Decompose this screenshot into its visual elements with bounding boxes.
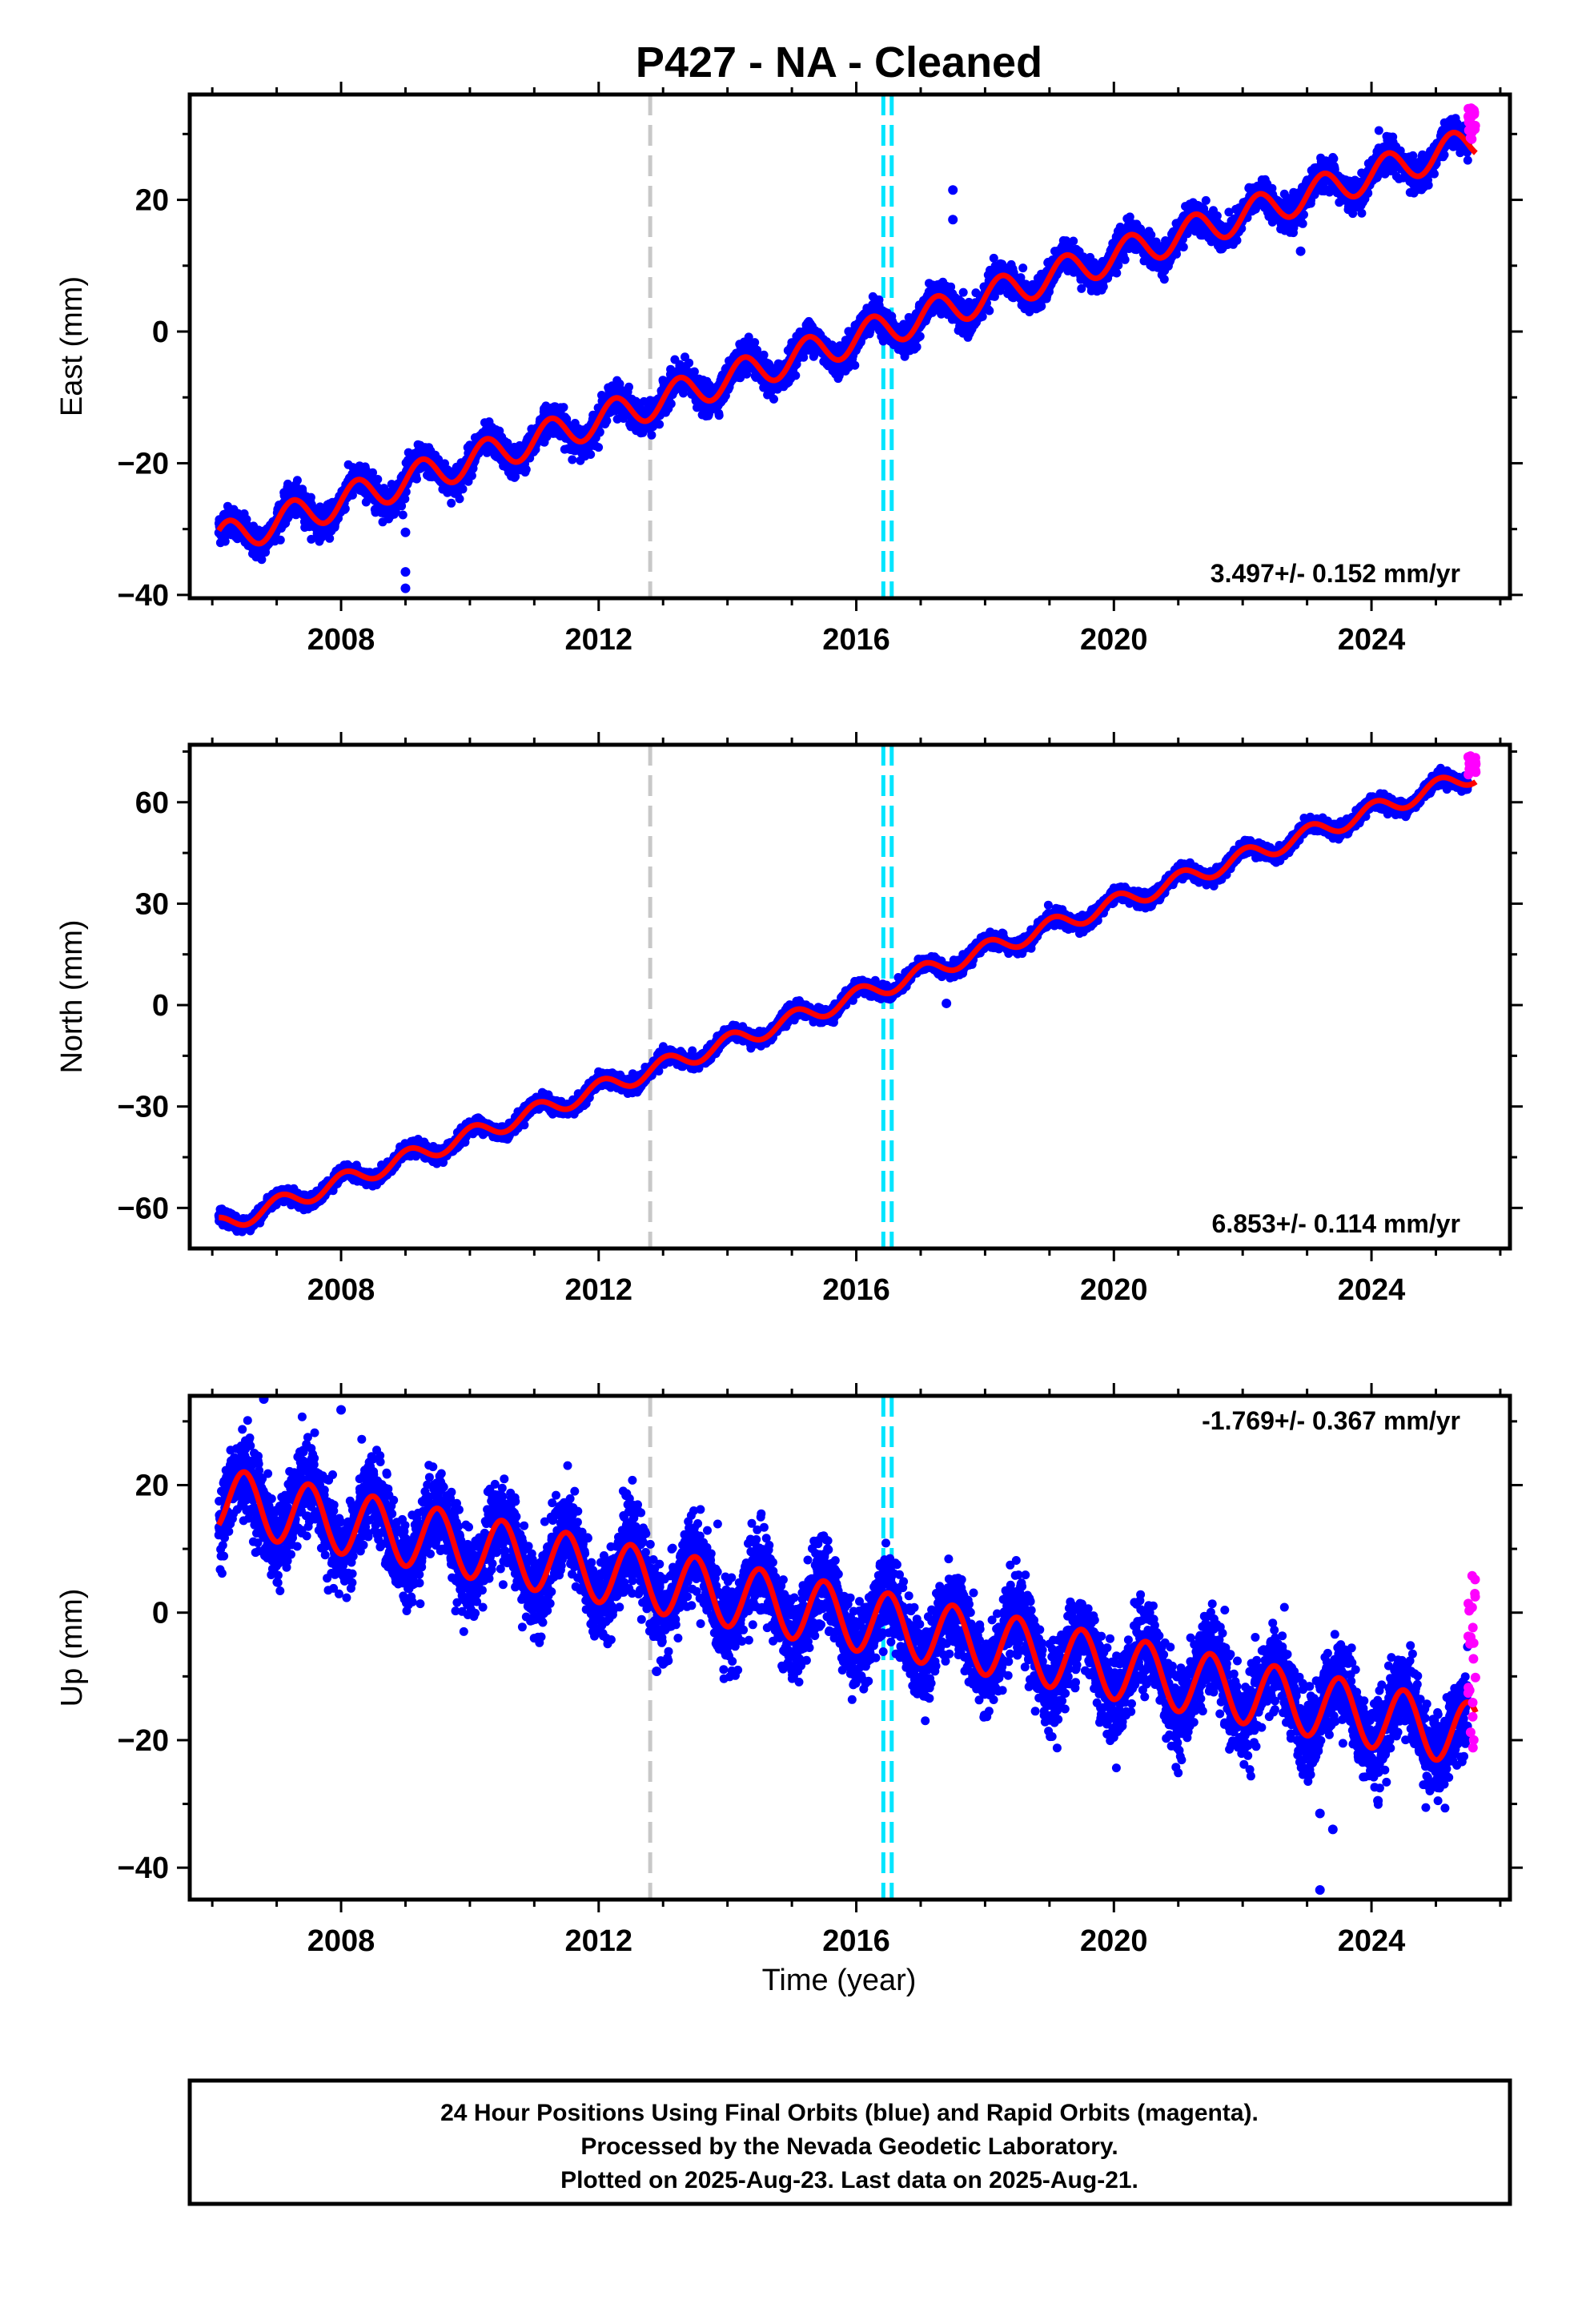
figure-title: P427 - NA - Cleaned xyxy=(636,38,1042,86)
final-orbit-point xyxy=(666,399,676,408)
final-orbit-points xyxy=(214,114,1472,593)
final-orbit-point xyxy=(744,332,753,342)
final-orbit-point xyxy=(1018,263,1028,273)
final-orbit-point xyxy=(368,468,377,477)
final-orbit-point xyxy=(568,455,577,464)
final-orbit-point xyxy=(257,555,267,565)
final-orbit-point xyxy=(398,510,408,520)
final-orbit-point xyxy=(307,534,316,544)
final-orbit-point xyxy=(292,476,302,485)
final-orbit-point xyxy=(455,494,464,504)
final-orbit-point xyxy=(306,493,315,502)
final-orbit-point xyxy=(458,485,468,494)
final-orbit-point xyxy=(985,306,994,316)
final-orbit-point xyxy=(602,416,612,425)
final-orbit-point xyxy=(521,464,531,474)
final-orbit-point xyxy=(685,358,694,368)
final-orbit-point xyxy=(447,498,456,508)
final-orbit-point xyxy=(594,443,604,452)
final-orbit-point xyxy=(689,367,699,376)
final-orbit-point xyxy=(373,475,383,484)
final-orbit-point xyxy=(586,450,596,459)
final-orbit-point xyxy=(400,494,410,504)
final-orbit-point xyxy=(325,533,335,543)
final-orbit-point xyxy=(714,411,724,420)
final-orbit-point xyxy=(275,535,285,545)
final-orbit-point xyxy=(912,342,921,352)
final-orbit-point xyxy=(769,394,778,404)
final-orbit-point xyxy=(915,332,925,341)
final-orbit-point xyxy=(467,471,476,480)
final-orbit-point xyxy=(791,371,801,380)
final-orbit-point xyxy=(242,515,251,524)
final-orbit-point xyxy=(559,403,568,412)
final-orbit-point xyxy=(347,490,357,500)
plot-area xyxy=(214,94,1480,598)
final-orbit-point xyxy=(412,474,421,484)
final-orbit-point xyxy=(340,504,350,513)
final-orbit-point xyxy=(511,472,520,481)
final-orbit-point xyxy=(624,382,633,392)
final-orbit-point xyxy=(850,360,860,370)
final-orbit-point xyxy=(750,338,760,348)
final-orbit-point xyxy=(1069,236,1078,246)
final-orbit-point xyxy=(655,420,665,429)
final-orbit-point xyxy=(647,430,656,440)
final-orbit-point xyxy=(595,427,604,436)
final-orbit-point xyxy=(759,350,769,360)
final-orbit-point xyxy=(397,501,407,511)
final-orbit-point xyxy=(958,287,968,297)
